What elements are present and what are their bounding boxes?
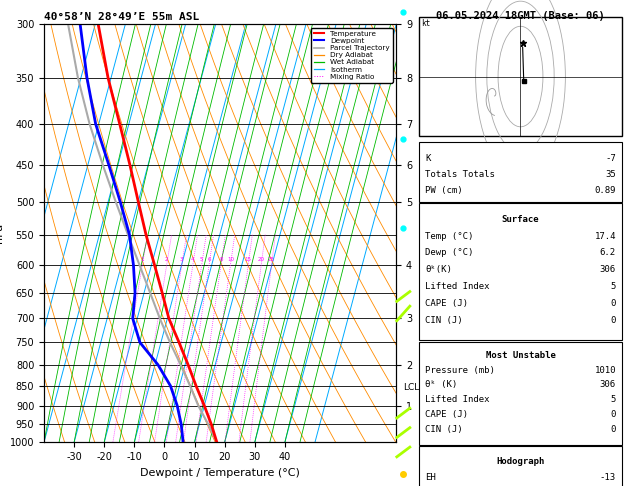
Text: 0: 0	[611, 299, 616, 308]
Bar	[418, 446, 623, 486]
Text: 5: 5	[611, 395, 616, 404]
Text: 17.4: 17.4	[594, 231, 616, 241]
Text: 1: 1	[140, 257, 144, 261]
Text: Lifted Index: Lifted Index	[425, 282, 489, 291]
Bar	[418, 342, 623, 445]
Text: CAPE (J): CAPE (J)	[425, 410, 468, 419]
Text: 0: 0	[611, 425, 616, 434]
Text: Hodograph: Hodograph	[496, 456, 545, 466]
Text: Pressure (mb): Pressure (mb)	[425, 366, 495, 375]
Text: 06.05.2024 18GMT (Base: 06): 06.05.2024 18GMT (Base: 06)	[436, 11, 605, 21]
Text: θᵏ (K): θᵏ (K)	[425, 381, 457, 389]
Y-axis label: hPa: hPa	[0, 223, 4, 243]
Text: Surface: Surface	[502, 215, 539, 224]
Text: EH: EH	[425, 473, 436, 482]
Text: 6: 6	[208, 257, 211, 261]
Text: 0: 0	[611, 316, 616, 325]
Text: 25: 25	[268, 257, 275, 261]
Text: 1010: 1010	[594, 366, 616, 375]
Text: 35: 35	[605, 170, 616, 179]
Y-axis label: km
ASL: km ASL	[423, 233, 441, 255]
Text: kt: kt	[421, 19, 430, 29]
Text: CIN (J): CIN (J)	[425, 425, 463, 434]
Text: 306: 306	[600, 381, 616, 389]
Legend: Temperature, Dewpoint, Parcel Trajectory, Dry Adiabat, Wet Adiabat, Isotherm, Mi: Temperature, Dewpoint, Parcel Trajectory…	[311, 28, 392, 83]
Text: 4: 4	[191, 257, 194, 261]
Text: -13: -13	[600, 473, 616, 482]
Text: Most Unstable: Most Unstable	[486, 351, 555, 360]
Text: PW (cm): PW (cm)	[425, 187, 463, 195]
Text: 3: 3	[180, 257, 184, 261]
Text: 10: 10	[227, 257, 234, 261]
Text: 5: 5	[200, 257, 203, 261]
Text: 0.89: 0.89	[594, 187, 616, 195]
Text: Dewp (°C): Dewp (°C)	[425, 248, 474, 258]
Text: Lifted Index: Lifted Index	[425, 395, 489, 404]
Text: Totals Totals: Totals Totals	[425, 170, 495, 179]
Bar	[418, 142, 623, 202]
Text: 15: 15	[245, 257, 252, 261]
X-axis label: Dewpoint / Temperature (°C): Dewpoint / Temperature (°C)	[140, 468, 300, 478]
Text: -7: -7	[605, 154, 616, 163]
Bar	[418, 17, 623, 136]
Text: 0: 0	[611, 410, 616, 419]
Text: 306: 306	[600, 265, 616, 274]
Text: CIN (J): CIN (J)	[425, 316, 463, 325]
Text: Temp (°C): Temp (°C)	[425, 231, 474, 241]
Text: CAPE (J): CAPE (J)	[425, 299, 468, 308]
Text: 8: 8	[220, 257, 223, 261]
Bar	[418, 203, 623, 340]
Text: K: K	[425, 154, 430, 163]
Text: θᵏ(K): θᵏ(K)	[425, 265, 452, 274]
Text: 20: 20	[258, 257, 265, 261]
Text: Mixing Ratio (g/kg): Mixing Ratio (g/kg)	[442, 191, 451, 276]
Text: 40°58’N 28°49’E 55m ASL: 40°58’N 28°49’E 55m ASL	[44, 12, 199, 22]
Text: LCL: LCL	[403, 383, 420, 392]
Text: 2: 2	[165, 257, 169, 261]
Text: 5: 5	[611, 282, 616, 291]
Text: 6.2: 6.2	[600, 248, 616, 258]
